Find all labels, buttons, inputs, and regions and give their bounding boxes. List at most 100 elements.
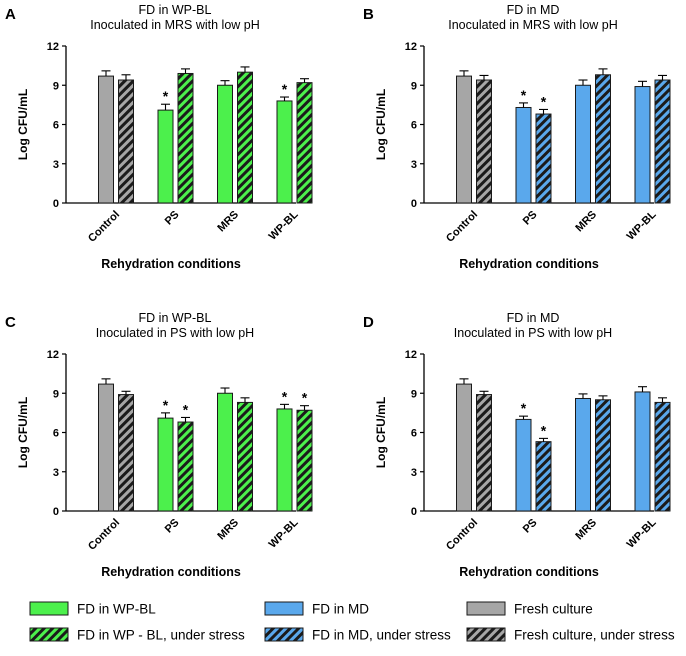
x-tick-label: Control: [86, 209, 122, 245]
y-tick-label: 9: [53, 388, 59, 400]
bar: [98, 383, 114, 512]
legend-label: FD in MD, under stress: [312, 628, 451, 643]
legend-item: FD in WP - BL, under stress: [29, 627, 245, 643]
chart-title-line: Inoculated in PS with low pH: [96, 326, 254, 340]
significance-star: *: [282, 388, 288, 404]
x-axis-label: Rehydration conditions: [459, 257, 599, 271]
significance-star: *: [163, 88, 169, 104]
bar: [118, 79, 134, 204]
y-tick-label: 9: [411, 388, 417, 400]
y-axis-label: Log CFU/mL: [374, 397, 388, 468]
panel-letter: D: [363, 314, 374, 331]
bar: [575, 84, 591, 204]
legend-item: FD in MD, under stress: [264, 627, 451, 643]
significance-star: *: [521, 87, 527, 103]
bar: [237, 401, 253, 512]
bar: [476, 394, 492, 512]
x-tick-label: WP-BL: [267, 516, 301, 550]
y-axis-label: Log CFU/mL: [16, 89, 30, 160]
x-tick-label: Control: [86, 517, 122, 553]
x-tick-label: MRS: [573, 209, 599, 235]
chart-title-line: FD in WP-BL: [139, 311, 212, 325]
significance-star: *: [541, 422, 547, 438]
bar: [654, 79, 671, 204]
x-tick-label: WP-BL: [625, 516, 659, 550]
y-tick-label: 6: [53, 120, 59, 132]
x-tick-label: PS: [521, 517, 540, 536]
panel-letter: C: [5, 314, 16, 331]
x-tick-label: WP-BL: [625, 208, 659, 242]
y-tick-label: 3: [53, 467, 59, 479]
bar: [515, 106, 532, 204]
legend: FD in WP-BL FD in WP - BL, under stress FD…: [29, 601, 675, 643]
chart-title-line: FD in MD: [507, 3, 560, 17]
y-tick-label: 12: [47, 349, 59, 361]
y-tick-label: 0: [411, 506, 417, 518]
legend-swatch-striped: [29, 627, 69, 642]
y-tick-label: 12: [405, 41, 417, 53]
significance-star: *: [302, 390, 308, 406]
legend-swatch: [466, 601, 506, 616]
bar: [276, 408, 293, 512]
bar: [157, 417, 174, 512]
chart-title-line: Inoculated in MRS with low pH: [448, 18, 618, 32]
y-tick-label: 0: [411, 198, 417, 210]
bar: [118, 394, 134, 512]
bar: [276, 100, 293, 204]
x-tick-label: PS: [163, 209, 182, 228]
legend-label: FD in MD: [312, 602, 369, 617]
y-tick-label: 12: [405, 349, 417, 361]
y-axis-label: Log CFU/mL: [374, 89, 388, 160]
bar: [98, 75, 114, 204]
x-axis-label: Rehydration conditions: [459, 565, 599, 579]
bar: [575, 397, 591, 512]
legend-label: Fresh culture, under stress: [514, 628, 675, 643]
x-tick-label: PS: [163, 517, 182, 536]
bar: [535, 113, 552, 204]
bar: [157, 109, 174, 204]
legend-swatch: [264, 601, 304, 616]
significance-star: *: [541, 93, 547, 109]
y-tick-label: 0: [53, 506, 59, 518]
bar: [177, 421, 194, 512]
legend-swatch: [29, 601, 69, 616]
legend-item: Fresh culture: [466, 601, 593, 617]
significance-star: *: [521, 400, 527, 416]
y-axis-label: Log CFU/mL: [16, 397, 30, 468]
bar: [515, 418, 532, 512]
bar: [456, 75, 472, 204]
y-tick-label: 0: [53, 198, 59, 210]
bar: [535, 441, 552, 512]
y-tick-label: 12: [47, 41, 59, 53]
chart-title-line: Inoculated in MRS with low pH: [90, 18, 260, 32]
legend-swatch-striped: [466, 627, 506, 642]
y-tick-label: 9: [53, 80, 59, 92]
legend-label: FD in WP-BL: [77, 602, 156, 617]
legend-item: Fresh culture, under stress: [466, 627, 675, 643]
y-tick-label: 9: [411, 80, 417, 92]
bar: [595, 399, 611, 512]
y-tick-label: 6: [411, 120, 417, 132]
significance-star: *: [282, 81, 288, 97]
panel-letter: B: [363, 6, 374, 23]
x-tick-label: MRS: [215, 209, 241, 235]
significance-star: *: [163, 397, 169, 413]
x-tick-label: MRS: [573, 517, 599, 543]
x-tick-label: WP-BL: [267, 208, 301, 242]
chart-title-line: Inoculated in PS with low pH: [454, 326, 612, 340]
y-tick-label: 6: [53, 428, 59, 440]
panel-letter: A: [5, 6, 16, 23]
bar: [654, 401, 671, 512]
x-tick-label: Control: [444, 209, 480, 245]
x-axis-label: Rehydration conditions: [101, 565, 241, 579]
significance-star: *: [183, 401, 189, 417]
legend-label: FD in WP - BL, under stress: [77, 628, 245, 643]
bar: [296, 409, 313, 512]
chart-title-line: FD in WP-BL: [139, 3, 212, 17]
